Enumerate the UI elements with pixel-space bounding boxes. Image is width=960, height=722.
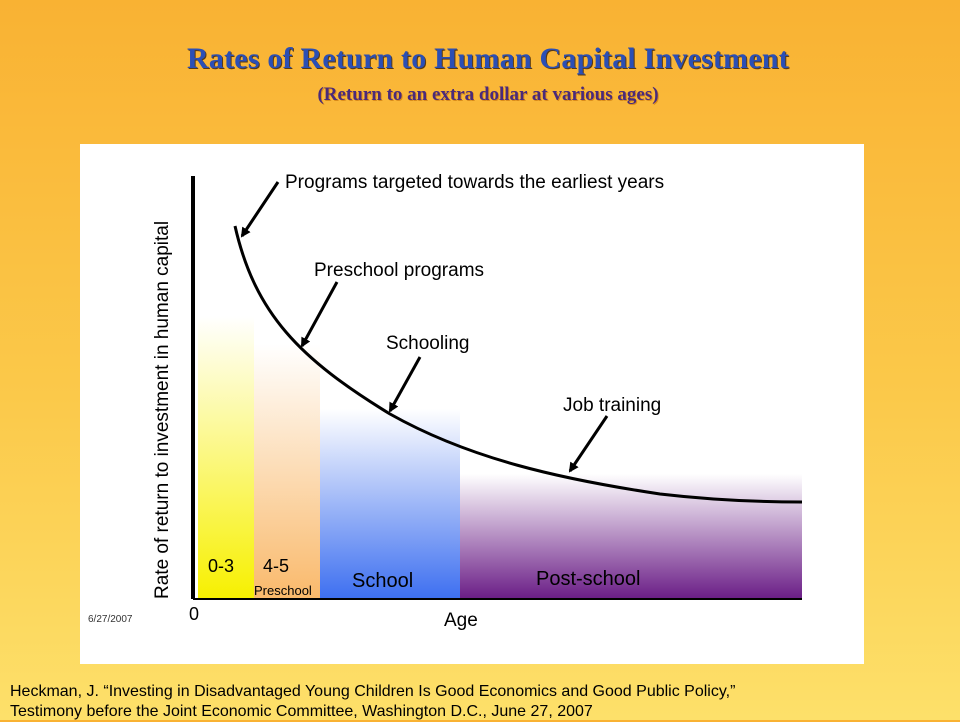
slide-title: Rates of Return to Human Capital Investm…: [187, 42, 789, 75]
annotation-earliest: Programs targeted towards the earliest y…: [285, 172, 664, 193]
return-curve: [233, 225, 803, 504]
date-stamp: 6/27/2007: [88, 614, 133, 625]
annotation-preschool: Preschool programs: [314, 260, 484, 281]
stage-label-post-school: Post-school: [536, 568, 641, 590]
slide-subtitle: (Return to an extra dollar at various ag…: [317, 84, 659, 105]
stage-label-4-5: 4-5: [263, 556, 289, 576]
y-axis-label: Rate of return to investment in human ca…: [152, 221, 173, 599]
origin-label: 0: [189, 604, 199, 624]
annotation-schooling: Schooling: [386, 333, 469, 354]
arrow-preschool: [300, 281, 339, 348]
citation-line-1: Heckman, J. “Investing in Disadvantaged …: [10, 683, 736, 700]
band-0-3: [198, 316, 254, 599]
stage-label-school: School: [352, 570, 413, 592]
annotation-job-training: Job training: [563, 395, 661, 416]
arrow-schooling: [388, 356, 422, 413]
arrow-job-training: [568, 415, 609, 473]
citation-line-2: Testimony before the Joint Economic Comm…: [10, 703, 593, 720]
band-post-school: [460, 474, 802, 599]
stage-label-0-3: 0-3: [208, 556, 234, 576]
diagram-panel: Programs targeted towards the earliest y…: [80, 144, 864, 664]
band-school: [320, 409, 460, 599]
band-4-5: [254, 344, 320, 599]
x-axis-label: Age: [444, 610, 478, 631]
stage-sublabel-preschool: Preschool: [254, 583, 312, 598]
return-curve-diagram: Programs targeted towards the earliest y…: [88, 172, 803, 631]
arrow-earliest: [240, 181, 280, 238]
citation: Heckman, J. “Investing in Disadvantaged …: [10, 682, 950, 722]
